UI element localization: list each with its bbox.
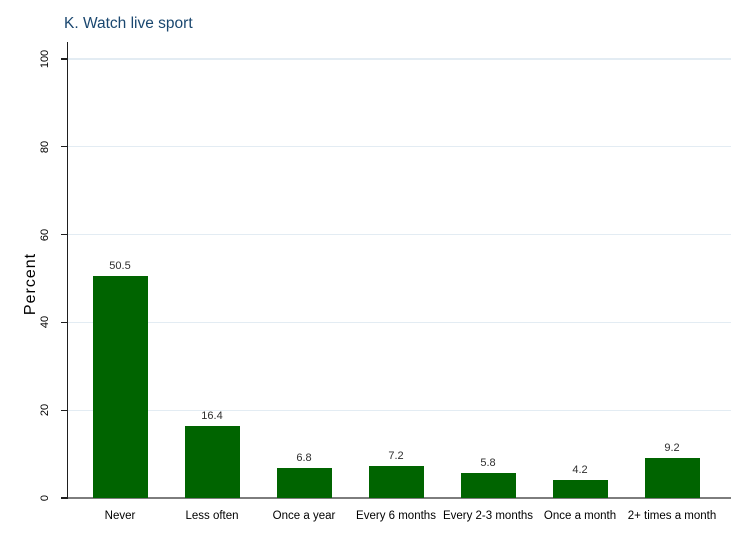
bar-value-label: 50.5: [109, 260, 131, 273]
bar: [184, 426, 240, 498]
bar: [368, 466, 424, 498]
bar: [460, 472, 516, 498]
y-tick-label: 100: [39, 49, 51, 69]
y-tick-label: 60: [39, 228, 51, 241]
bar: [552, 479, 608, 498]
y-tick-label: 80: [39, 140, 51, 153]
gridline: [68, 321, 731, 323]
bar-value-label: 9.2: [664, 441, 680, 454]
x-tick-label: Every 2-3 months: [442, 510, 534, 522]
y-axis-title: Percent: [22, 252, 39, 316]
x-tick-label: Once a month: [543, 510, 617, 522]
x-tick-label: Once a year: [272, 510, 336, 522]
gridline: [68, 409, 731, 411]
x-tick-label: Never: [104, 510, 136, 522]
y-tick-mark: [60, 58, 68, 60]
bar: [276, 468, 332, 498]
chart-title: K. Watch live sport: [64, 15, 193, 32]
bar-value-label: 16.4: [201, 410, 223, 422]
y-tick-mark: [60, 233, 68, 236]
y-tick-label: 20: [39, 404, 51, 417]
y-tick-label: 40: [39, 316, 51, 329]
y-tick-mark: [60, 497, 68, 499]
gridline: [68, 58, 731, 60]
bar-value-label: 7.2: [388, 450, 404, 463]
gridline: [68, 234, 731, 236]
y-tick-mark: [60, 146, 68, 148]
x-tick-label: Every 6 months: [356, 510, 436, 522]
y-axis-line: [66, 42, 69, 498]
bar: [644, 457, 700, 498]
gridline: [68, 146, 731, 148]
bar-value-label: 6.8: [296, 452, 312, 465]
x-tick-label: 2+ times a month: [627, 510, 717, 522]
bar-value-label: 4.2: [572, 463, 588, 476]
x-tick-label: Less often: [185, 510, 239, 522]
y-tick-label: 0: [39, 494, 51, 502]
y-tick-mark: [60, 321, 68, 324]
y-tick-mark: [60, 409, 68, 411]
bar: [92, 276, 148, 498]
bar-value-label: 5.8: [480, 456, 496, 469]
